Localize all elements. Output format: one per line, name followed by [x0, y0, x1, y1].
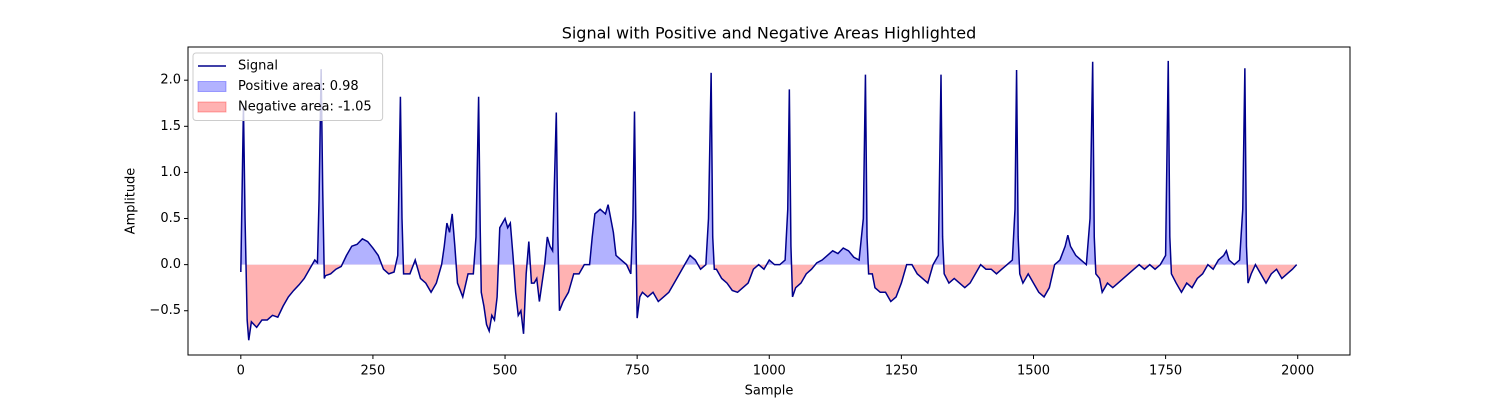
legend: Signal Positive area: 0.98 Negative area: …: [192, 52, 384, 121]
legend-label: Positive area: 0.98: [238, 79, 359, 94]
legend-box: [192, 52, 384, 121]
y-tick-label: 2.0: [160, 73, 181, 88]
plot-area: 0 250 500 750 1000 1250 1500 1750 2000 −0.5 0.0 0.5…: [149, 46, 1351, 379]
x-tick-label: 250: [361, 364, 386, 379]
x-tick-label: 500: [493, 364, 518, 379]
x-tick-label: 1000: [753, 364, 786, 379]
negative-area: [240, 264, 1297, 341]
x-tick-label: 1500: [1017, 364, 1050, 379]
y-tick-label: 0.0: [160, 257, 181, 272]
x-tick-label: 1750: [1149, 364, 1182, 379]
x-tick-label: 1250: [885, 364, 918, 379]
y-axis-label: Amplitude: [124, 168, 139, 235]
x-tick-label: 2000: [1281, 364, 1314, 379]
legend-swatch: [197, 101, 227, 113]
x-tick-label: 750: [625, 364, 650, 379]
y-tick-label: 1.0: [160, 165, 181, 180]
y-tick-label: −0.5: [149, 303, 181, 318]
legend-swatch: [197, 81, 227, 92]
x-tick-label: 0: [237, 364, 245, 379]
chart-title: Signal with Positive and Negative Areas …: [562, 24, 977, 43]
x-axis-label: Sample: [745, 384, 794, 399]
legend-label: Negative area: -1.05: [238, 100, 372, 115]
y-tick-label: 1.5: [160, 119, 181, 134]
legend-label: Signal: [238, 59, 278, 74]
signal-line: [240, 60, 1298, 341]
y-tick-label: 0.5: [160, 211, 181, 226]
